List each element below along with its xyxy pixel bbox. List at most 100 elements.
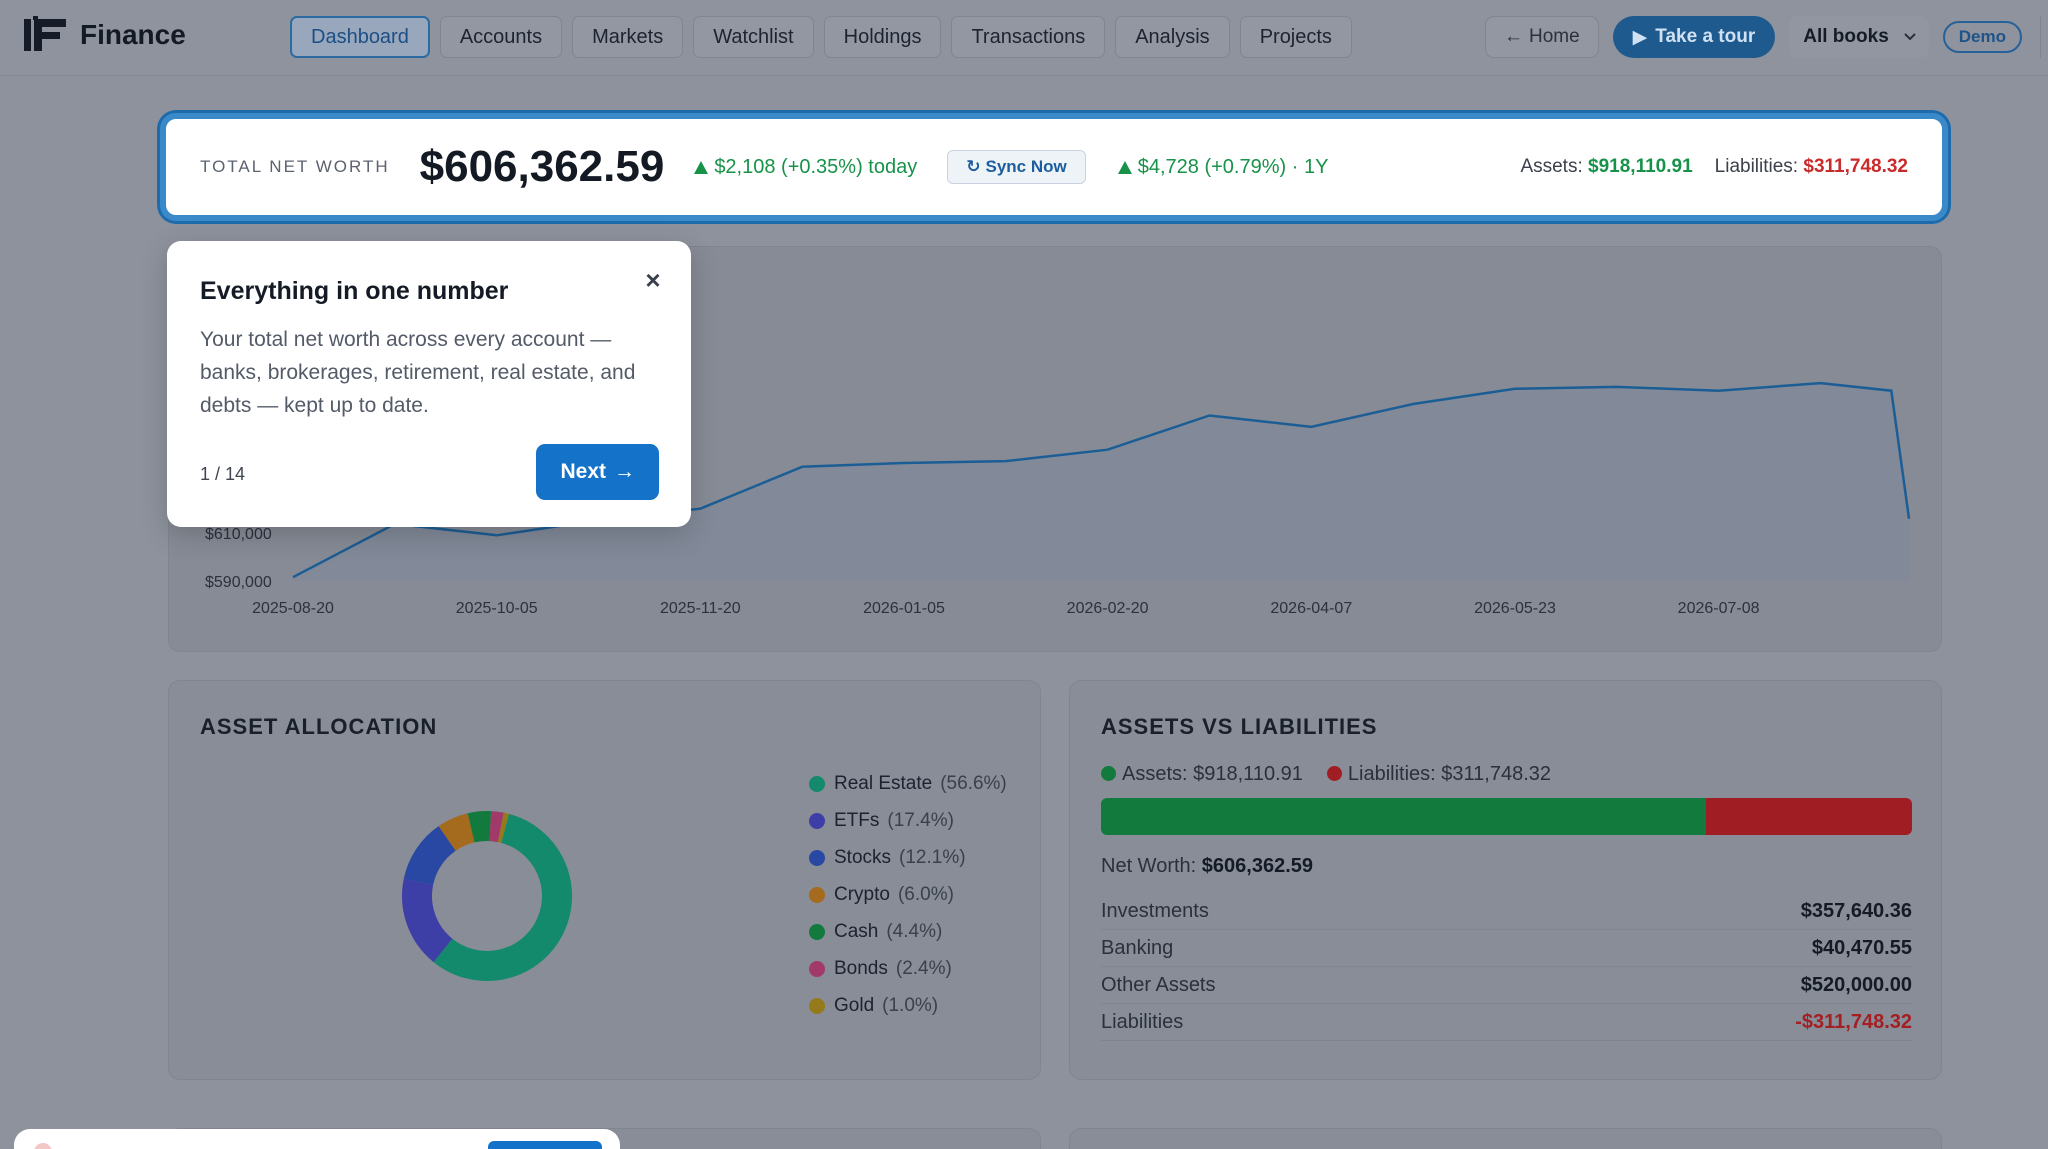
arrow-left-icon: ← [1503,26,1523,47]
liabilities-stat-value: $311,748.32 [1803,156,1908,177]
breakdown-amount: $357,640.36 [1800,899,1912,922]
assets-liabilities-bar [1101,798,1912,835]
avl-net-worth: Net Worth: $606,362.59 [1101,855,1313,878]
x-tick-label: 2026-07-08 [1678,600,1760,617]
legend-item-stocks[interactable]: Stocks (12.1%) [809,839,1007,876]
donut-slice-cash[interactable] [467,811,492,843]
breakdown-label: Investments [1101,899,1209,922]
popover-body: Your total net worth across every accoun… [200,328,636,417]
x-tick-label: 2025-11-20 [660,600,741,617]
breakdown-amount: -$311,748.32 [1795,1010,1912,1033]
legend-percent: (12.1%) [899,846,966,868]
legend-swatch [809,960,825,977]
chart-area-fill [293,383,1909,581]
home-button[interactable]: ← Home [1484,16,1599,58]
legend-swatch [809,849,825,866]
header-edge-control[interactable] [2040,16,2048,58]
assets-dot-icon [1101,766,1116,781]
toast-status-icon [34,1143,52,1149]
tab-analysis[interactable]: Analysis [1115,16,1230,58]
y-tick-label: $610,000 [205,526,272,543]
legend-item-real-estate[interactable]: Real Estate (56.6%) [809,765,1007,802]
books-select[interactable]: All books [1789,16,1929,58]
avl-legend-assets-text: Assets: $918,110.91 [1122,763,1303,785]
liabilities-bar-segment [1706,798,1912,835]
legend-label: Gold [834,994,875,1016]
today-change-text: $2,108 (+0.35%) today [714,155,918,178]
tour-popover: Everything in one number × Your total ne… [167,241,691,527]
legend-swatch [809,775,825,792]
legend-label: ETFs [834,809,880,831]
arrow-right-icon: → [614,460,635,483]
breakdown-label: Banking [1101,936,1174,959]
legend-swatch [809,886,825,903]
assets-vs-liabilities-card: ASSETS VS LIABILITIES Assets: $918,110.9… [1069,680,1942,1080]
breakdown-row-other-assets: Other Assets $520,000.00 [1101,967,1912,1004]
brand[interactable]: Finance [24,16,186,54]
tab-holdings[interactable]: Holdings [823,16,942,58]
triangle-up-icon [1117,160,1132,174]
legend-percent: (6.0%) [897,883,954,905]
tab-watchlist[interactable]: Watchlist [693,16,814,58]
donut-slice-etfs[interactable] [402,878,453,963]
close-icon[interactable]: × [645,265,661,295]
legend-label: Real Estate [834,772,933,794]
legend-label: Cash [834,920,879,942]
x-tick-label: 2025-08-20 [252,600,334,617]
legend-item-bonds[interactable]: Bonds (2.4%) [809,950,1007,987]
x-tick-label: 2026-05-23 [1474,600,1556,617]
avl-legend-assets: Assets: $918,110.91 [1101,763,1303,786]
main-nav: Dashboard Accounts Markets Watchlist Hol… [290,16,1352,58]
books-select-value: All books [1803,26,1889,47]
header-tools: ← Home ▶ Take a tour All books Demo [1484,16,2022,58]
donut-slice-stocks[interactable] [403,826,457,886]
assets-stat-label: Assets: [1520,156,1583,177]
toast-action-button[interactable] [488,1141,602,1149]
breakdown-label: Other Assets [1101,973,1216,996]
legend-item-gold[interactable]: Gold (1.0%) [809,987,1007,1024]
donut-slice-bonds[interactable] [489,811,504,843]
take-a-tour-button[interactable]: ▶ Take a tour [1612,16,1776,58]
donut-slice-crypto[interactable] [438,813,476,852]
next-button[interactable]: Next → [536,444,659,500]
next-button-label: Next [560,460,606,483]
today-change: $2,108 (+0.35%) today [694,156,917,179]
legend-swatch [809,923,825,940]
avl-legend: Assets: $918,110.91 Liabilities: $311,74… [1101,763,1551,786]
top-navigation-bar: Finance Dashboard Accounts Markets Watch… [0,0,2048,76]
legend-item-crypto[interactable]: Crypto (6.0%) [809,876,1007,913]
legend-percent: (4.4%) [886,920,943,942]
breakdown-row-liabilities: Liabilities -$311,748.32 [1101,1004,1912,1041]
donut-slice-gold[interactable] [497,812,510,843]
tab-markets[interactable]: Markets [572,16,684,58]
bottom-toast [14,1129,620,1149]
tab-transactions[interactable]: Transactions [951,16,1106,58]
net-worth-label: TOTAL NET WORTH [200,157,390,176]
sync-now-label: Sync Now [985,157,1067,176]
y-tick-label: $590,000 [205,574,272,591]
refresh-icon: ↻ [966,157,981,176]
legend-item-cash[interactable]: Cash (4.4%) [809,913,1007,950]
tab-dashboard[interactable]: Dashboard [290,16,430,58]
breakdown-amount: $40,470.55 [1811,936,1912,959]
popover-step-counter: 1 / 14 [200,464,246,484]
breakdown-row-investments: Investments $357,640.36 [1101,893,1912,930]
year-change: $4,728 (+0.79%) · 1Y [1117,156,1328,179]
allocation-donut-chart[interactable] [397,806,577,986]
tab-projects[interactable]: Projects [1239,16,1352,58]
finance-logo-icon [24,16,66,51]
donut-slice-real-estate[interactable] [433,813,572,981]
chevron-down-icon [1904,33,1916,41]
lower-card-right [1069,1128,1942,1149]
tab-accounts[interactable]: Accounts [439,16,563,58]
x-tick-label: 2026-04-07 [1270,600,1352,617]
avl-breakdown: Investments $357,640.36 Banking $40,470.… [1101,893,1912,1041]
legend-item-etfs[interactable]: ETFs (17.4%) [809,802,1007,839]
avl-net-worth-value: $606,362.59 [1201,855,1314,877]
popover-title: Everything in one number [200,277,509,305]
demo-badge[interactable]: Demo [1942,21,2022,53]
legend-percent: (1.0%) [882,994,939,1016]
allocation-legend: Real Estate (56.6%) ETFs (17.4%) Stocks … [809,765,1007,1024]
net-worth-chart[interactable]: $610,000 $590,000 2025-08-20 2025-10-05 202… [169,247,1943,653]
sync-now-button[interactable]: ↻ Sync Now [947,150,1086,184]
